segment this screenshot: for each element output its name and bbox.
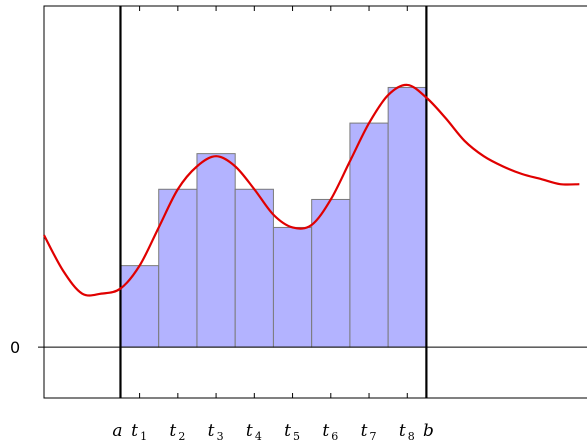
x-labels-group: a bt 1 t 2 t 3 t 4 t 5 t 6 t 7 t 8 [112, 421, 433, 441]
x-label-t1-subscript: 1 [140, 430, 147, 441]
bar-5 [272, 226, 313, 348]
bar-4 [234, 188, 274, 348]
x-label-t1: t [131, 421, 138, 441]
x-label-t8-subscript: 8 [408, 430, 415, 441]
y-tick-label-0: 0 [10, 338, 20, 357]
x-label-t6-subscript: 6 [331, 430, 338, 441]
x-label-t4: t [246, 421, 253, 441]
x-label-b: b [423, 421, 434, 441]
x-label-t6: t [322, 421, 329, 441]
x-label-t5-subscript: 5 [293, 430, 300, 441]
bar-3 [196, 153, 236, 348]
bar-8 [387, 86, 427, 348]
bar-7 [349, 122, 389, 348]
x-label-t4-subscript: 4 [255, 430, 262, 441]
x-label-t3-subscript: 3 [217, 430, 224, 441]
x-label-t7: t [361, 421, 368, 441]
x-label-t3: t [208, 421, 215, 441]
x-label-t7-subscript: 7 [370, 430, 377, 441]
function-curve [43, 83, 580, 297]
x-label-t8: t [399, 421, 406, 441]
bar-6 [311, 198, 351, 348]
bars-group [119, 86, 427, 348]
x-label-a: a [112, 421, 122, 441]
x-label-t2-subscript: 2 [178, 430, 185, 441]
x-label-t5: t [284, 421, 291, 441]
bar-1 [119, 265, 160, 348]
x-ticks-group [119, 6, 427, 398]
plot-frame [43, 5, 587, 399]
x-label-t2: t [169, 421, 176, 441]
